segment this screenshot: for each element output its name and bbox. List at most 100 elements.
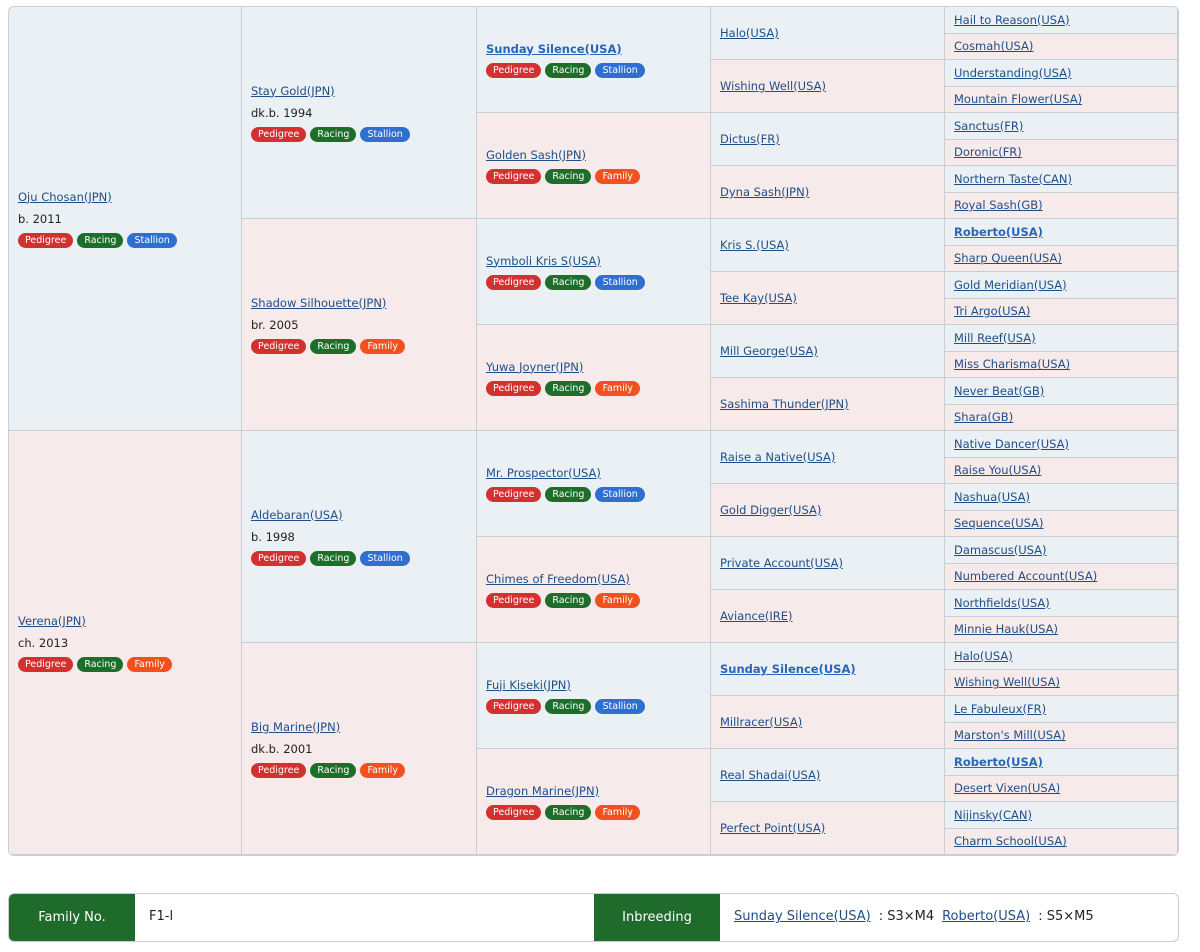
badge[interactable]: Racing: [545, 62, 592, 78]
horse-link[interactable]: Halo(USA): [954, 648, 1013, 663]
horse-link[interactable]: Northern Taste(CAN): [954, 171, 1072, 186]
badge[interactable]: Family: [595, 592, 641, 608]
horse-link[interactable]: Roberto(USA): [954, 224, 1043, 239]
horse-link[interactable]: Perfect Point(USA): [720, 821, 826, 835]
horse-link[interactable]: Kris S.(USA): [720, 238, 789, 252]
badge[interactable]: Racing: [545, 804, 592, 820]
badge[interactable]: Racing: [545, 486, 592, 502]
horse-link[interactable]: Fuji Kiseki(JPN): [486, 677, 571, 692]
badge[interactable]: Pedigree: [486, 698, 542, 714]
badge[interactable]: Pedigree: [486, 380, 542, 396]
horse-link[interactable]: Yuwa Joyner(JPN): [486, 359, 584, 374]
badge[interactable]: Racing: [545, 380, 592, 396]
horse-link[interactable]: Shadow Silhouette(JPN): [251, 295, 387, 310]
badge[interactable]: Racing: [77, 232, 124, 248]
horse-link[interactable]: Mountain Flower(USA): [954, 92, 1083, 107]
badge[interactable]: Family: [360, 762, 406, 778]
badge[interactable]: Pedigree: [486, 274, 542, 290]
horse-link[interactable]: Real Shadai(USA): [720, 768, 821, 782]
horse-link[interactable]: Mill Reef(USA): [954, 330, 1036, 345]
horse-link[interactable]: Never Beat(GB): [954, 383, 1045, 398]
horse-link[interactable]: Hail to Reason(USA): [954, 12, 1070, 27]
horse-link[interactable]: Nijinsky(CAN): [954, 807, 1032, 822]
badge[interactable]: Family: [595, 168, 641, 184]
badge[interactable]: Racing: [545, 274, 592, 290]
badge[interactable]: Family: [595, 804, 641, 820]
badge[interactable]: Stallion: [595, 486, 645, 502]
badge[interactable]: Stallion: [360, 126, 410, 142]
badge[interactable]: Pedigree: [251, 338, 307, 354]
badge[interactable]: Racing: [310, 762, 357, 778]
horse-link[interactable]: Dyna Sash(JPN): [720, 185, 810, 199]
badge[interactable]: Pedigree: [486, 62, 542, 78]
inbreeding-link[interactable]: Roberto(USA): [942, 909, 1031, 924]
badge[interactable]: Family: [360, 338, 406, 354]
badge[interactable]: Racing: [545, 698, 592, 714]
badge[interactable]: Racing: [310, 126, 357, 142]
badge[interactable]: Stallion: [595, 698, 645, 714]
badge[interactable]: Stallion: [360, 550, 410, 566]
horse-link[interactable]: Golden Sash(JPN): [486, 147, 586, 162]
horse-link[interactable]: Royal Sash(GB): [954, 198, 1043, 213]
badge[interactable]: Racing: [77, 656, 124, 672]
badge[interactable]: Pedigree: [251, 550, 307, 566]
badge[interactable]: Stallion: [595, 274, 645, 290]
horse-link[interactable]: Marston's Mill(USA): [954, 728, 1066, 743]
horse-link[interactable]: Desert Vixen(USA): [954, 781, 1061, 796]
horse-link[interactable]: Doronic(FR): [954, 145, 1022, 160]
horse-link[interactable]: Minnie Hauk(USA): [954, 622, 1059, 637]
horse-link[interactable]: Dragon Marine(JPN): [486, 783, 600, 798]
horse-link[interactable]: Nashua(USA): [954, 489, 1031, 504]
horse-link[interactable]: Raise a Native(USA): [720, 450, 836, 464]
horse-link[interactable]: Le Fabuleux(FR): [954, 701, 1047, 716]
badge[interactable]: Stallion: [127, 232, 177, 248]
horse-link[interactable]: Sanctus(FR): [954, 118, 1024, 133]
badge[interactable]: Family: [127, 656, 173, 672]
badge[interactable]: Pedigree: [486, 592, 542, 608]
horse-link[interactable]: Big Marine(JPN): [251, 719, 341, 734]
horse-link[interactable]: Aldebaran(USA): [251, 507, 343, 522]
horse-link[interactable]: Chimes of Freedom(USA): [486, 571, 630, 586]
badge[interactable]: Pedigree: [486, 168, 542, 184]
badge[interactable]: Family: [595, 380, 641, 396]
horse-link[interactable]: Sharp Queen(USA): [954, 251, 1062, 266]
inbreeding-link[interactable]: Sunday Silence(USA): [734, 909, 871, 924]
horse-link[interactable]: Verena(JPN): [18, 613, 86, 628]
badge[interactable]: Pedigree: [486, 486, 542, 502]
horse-link[interactable]: Sequence(USA): [954, 516, 1044, 531]
horse-link[interactable]: Gold Digger(USA): [720, 503, 822, 517]
badge[interactable]: Pedigree: [251, 126, 307, 142]
horse-link[interactable]: Aviance(IRE): [720, 609, 793, 623]
horse-link[interactable]: Sashima Thunder(JPN): [720, 397, 849, 411]
horse-link[interactable]: Damascus(USA): [954, 542, 1047, 557]
badge[interactable]: Pedigree: [486, 804, 542, 820]
horse-link[interactable]: Shara(GB): [954, 410, 1014, 425]
horse-link[interactable]: Sunday Silence(USA): [720, 662, 856, 676]
badge[interactable]: Racing: [545, 168, 592, 184]
badge[interactable]: Stallion: [595, 62, 645, 78]
horse-link[interactable]: Oju Chosan(JPN): [18, 189, 112, 204]
badge[interactable]: Pedigree: [251, 762, 307, 778]
badge[interactable]: Racing: [310, 550, 357, 566]
horse-link[interactable]: Tri Argo(USA): [954, 304, 1031, 319]
horse-link[interactable]: Symboli Kris S(USA): [486, 253, 601, 268]
horse-link[interactable]: Dictus(FR): [720, 132, 780, 146]
horse-link[interactable]: Wishing Well(USA): [720, 79, 826, 93]
horse-link[interactable]: Charm School(USA): [954, 834, 1067, 849]
badge[interactable]: Pedigree: [18, 656, 74, 672]
horse-link[interactable]: Northfields(USA): [954, 595, 1050, 610]
horse-link[interactable]: Native Dancer(USA): [954, 436, 1069, 451]
horse-link[interactable]: Miss Charisma(USA): [954, 357, 1071, 372]
badge[interactable]: Racing: [310, 338, 357, 354]
horse-link[interactable]: Raise You(USA): [954, 463, 1042, 478]
horse-link[interactable]: Millracer(USA): [720, 715, 803, 729]
horse-link[interactable]: Wishing Well(USA): [954, 675, 1060, 690]
horse-link[interactable]: Mill George(USA): [720, 344, 818, 358]
horse-link[interactable]: Mr. Prospector(USA): [486, 465, 601, 480]
horse-link[interactable]: Private Account(USA): [720, 556, 843, 570]
horse-link[interactable]: Understanding(USA): [954, 65, 1072, 80]
horse-link[interactable]: Sunday Silence(USA): [486, 41, 622, 56]
horse-link[interactable]: Gold Meridian(USA): [954, 277, 1067, 292]
horse-link[interactable]: Tee Kay(USA): [720, 291, 797, 305]
horse-link[interactable]: Cosmah(USA): [954, 39, 1034, 54]
